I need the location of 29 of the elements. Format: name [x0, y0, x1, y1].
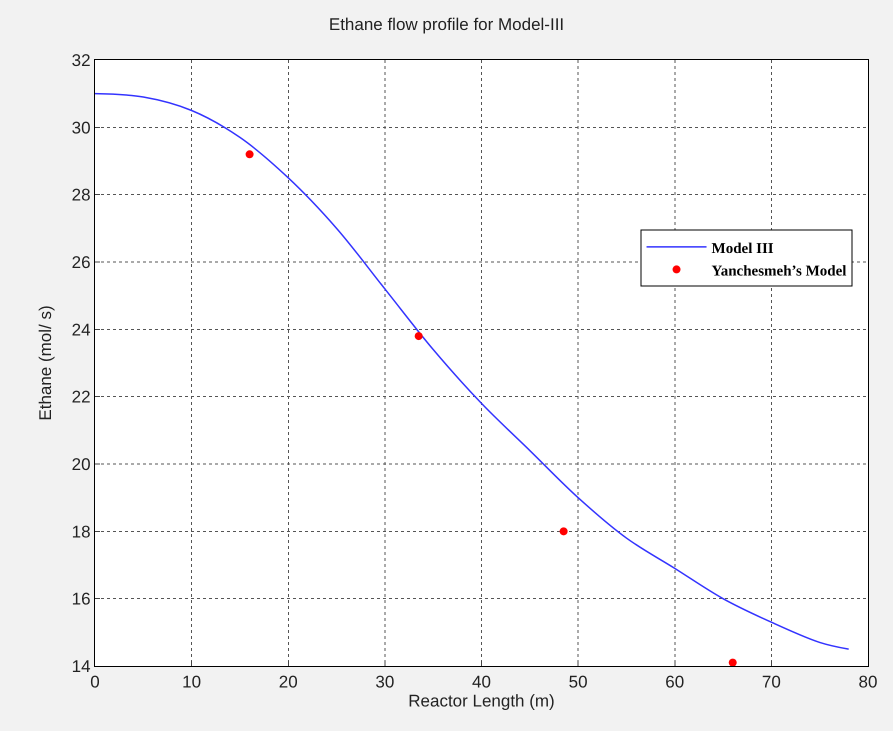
x-tick-label: 0: [90, 672, 100, 692]
y-tick-label: 30: [72, 118, 91, 138]
y-tick-label: 18: [72, 522, 91, 542]
x-tick-label: 80: [858, 672, 878, 692]
x-tick-label: 40: [472, 672, 491, 692]
y-tick-label: 32: [72, 50, 91, 70]
y-tick-label: 28: [72, 186, 91, 205]
chart-title: Ethane flow profile for Model-III: [328, 15, 564, 34]
x-tick-label: 70: [762, 672, 781, 692]
y-tick-label: 16: [72, 590, 91, 609]
y-tick-label: 22: [72, 388, 91, 407]
x-tick-label: 10: [182, 672, 202, 692]
x-tick-label: 50: [568, 672, 588, 692]
point: [414, 332, 423, 340]
legend-label: Yanchesmeh’s Model: [712, 263, 846, 280]
x-tick-label: 20: [278, 672, 298, 692]
y-tick-label: 14: [72, 656, 91, 676]
y-tick-label: 26: [72, 252, 91, 272]
point: [728, 658, 737, 666]
y-axis-title: Ethane (mol/ s): [36, 305, 56, 421]
x-tick-label: 60: [665, 672, 684, 692]
y-tick-label: 24: [72, 320, 91, 340]
point: [560, 527, 568, 536]
y-tick-label: 20: [72, 454, 91, 474]
legend-label: Model III: [712, 240, 774, 257]
point: [246, 150, 254, 158]
x-tick-label: 30: [375, 672, 394, 692]
line-series: [95, 92, 850, 650]
x-axis-title: Reactor Length (m): [408, 691, 555, 710]
